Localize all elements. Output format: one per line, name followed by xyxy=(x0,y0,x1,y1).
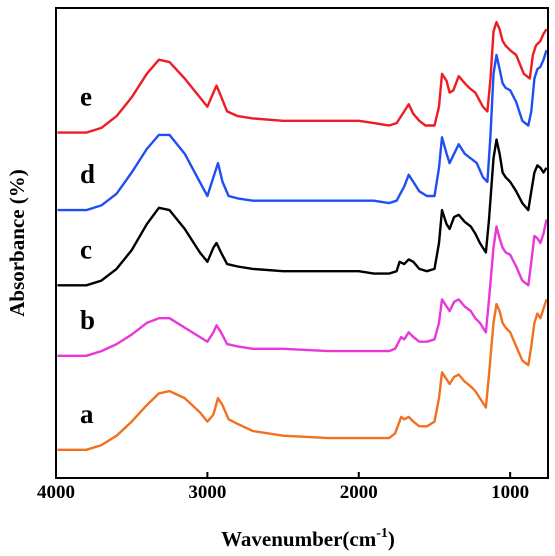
series-label-b: b xyxy=(80,305,95,335)
series-label-c: c xyxy=(80,234,92,264)
x-tick-label-3000: 3000 xyxy=(188,482,226,503)
series-label-a: a xyxy=(80,399,94,429)
x-tick-label-2000: 2000 xyxy=(340,482,378,503)
ticks-layer: 4000 3000 2000 1000 xyxy=(37,472,529,503)
series-line-d xyxy=(57,49,548,212)
series-line-e xyxy=(57,20,548,134)
series-label-e: e xyxy=(80,82,92,112)
series-line-b xyxy=(57,219,548,357)
x-axis-title-end: ) xyxy=(388,527,395,551)
series-label-d: d xyxy=(80,159,95,189)
series-labels: e d c b a xyxy=(80,82,95,429)
series-line-c xyxy=(57,138,548,287)
series-line-a xyxy=(57,299,548,451)
x-axis-title-sup: -1 xyxy=(376,526,388,541)
plot-frame xyxy=(55,7,549,479)
x-tick-label-4000: 4000 xyxy=(37,482,75,503)
series-layer xyxy=(57,20,548,451)
y-axis-title: Absorbance (%) xyxy=(5,169,29,317)
x-axis-title-main: Wavenumber(cm xyxy=(221,527,377,551)
x-tick-label-1000: 1000 xyxy=(491,482,529,503)
x-axis-title: Wavenumber(cm-1) xyxy=(221,526,395,551)
